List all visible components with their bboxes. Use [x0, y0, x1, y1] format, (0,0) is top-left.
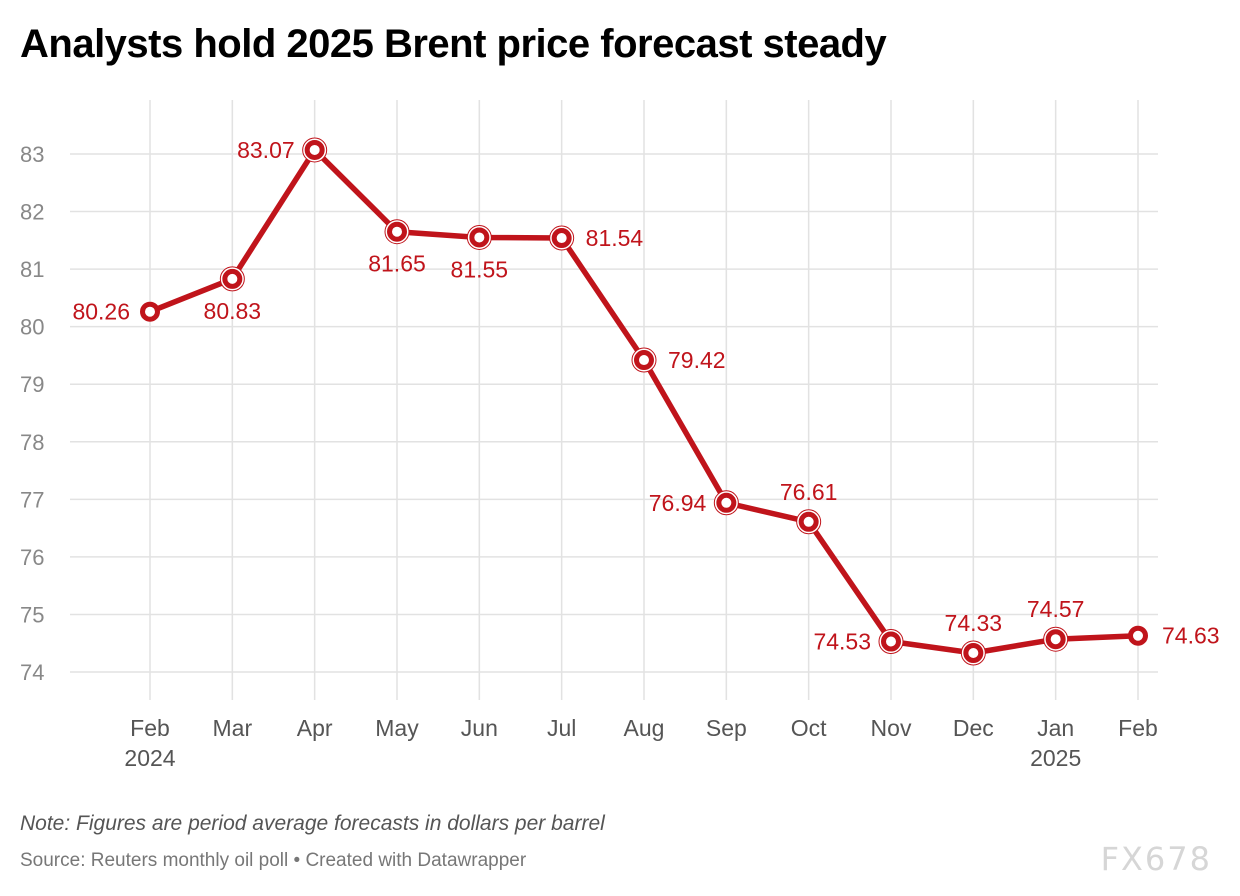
data-point: [384, 219, 410, 245]
x-tick-label: Jun: [461, 715, 498, 741]
data-label: 74.63: [1162, 623, 1220, 649]
data-label: 76.94: [649, 490, 707, 516]
x-tick-label: Feb: [130, 715, 170, 741]
data-point: [878, 628, 904, 654]
data-points: [140, 137, 1148, 666]
data-label: 74.57: [1027, 596, 1085, 622]
y-tick-label: 78: [20, 430, 44, 455]
data-label: 80.26: [72, 299, 130, 325]
y-tick-label: 76: [20, 545, 44, 570]
y-tick-label: 77: [20, 487, 44, 512]
x-axis-tick-labels: Feb 2024 Mar Apr May Jun Jul Aug Sep Oct Nov Dec Jan…: [124, 715, 1157, 771]
x-tick-label: Jul: [547, 715, 576, 741]
data-point: [796, 509, 822, 535]
data-point: [960, 640, 986, 666]
data-point: [713, 490, 739, 516]
chart-note: Note: Figures are period average forecas…: [20, 812, 605, 835]
y-axis-tick-labels: 74 75 76 77 78 79 80 81 82 83: [20, 142, 44, 685]
x-tick-year-label: 2024: [124, 745, 175, 771]
x-tick-label: Oct: [791, 715, 827, 741]
data-point: [1128, 625, 1148, 646]
y-tick-label: 79: [20, 372, 44, 397]
y-gridlines: [70, 153, 1158, 673]
data-point: [631, 347, 657, 373]
x-tick-label: Mar: [213, 715, 253, 741]
data-labels: 80.26 80.83 83.07 81.65 81.55 81.54 79.42 76.94…: [72, 137, 1219, 655]
chart-title: Analysts hold 2025 Brent price forecast …: [20, 22, 887, 66]
y-tick-label: 83: [20, 142, 44, 167]
watermark-logo: FX678: [1100, 840, 1212, 878]
y-tick-label: 80: [20, 315, 44, 340]
data-label: 81.65: [368, 251, 426, 277]
data-point: [140, 301, 160, 322]
y-tick-label: 81: [20, 257, 44, 282]
y-tick-label: 75: [20, 602, 44, 627]
x-tick-label: Nov: [871, 715, 912, 741]
data-label: 80.83: [204, 298, 262, 324]
line-chart: 74 75 76 77 78 79 80 81 82 83 Feb 2024 Mar Apr May Jun…: [20, 100, 1220, 771]
data-label: 74.53: [813, 628, 871, 654]
data-label: 83.07: [237, 137, 295, 163]
data-label: 79.42: [668, 347, 726, 373]
data-label: 81.54: [586, 225, 644, 251]
x-tick-label: Feb: [1118, 715, 1158, 741]
x-tick-label: Sep: [706, 715, 747, 741]
x-gridlines: [149, 100, 1139, 700]
data-point: [302, 137, 328, 163]
x-tick-year-label: 2025: [1030, 745, 1081, 771]
x-tick-label: Apr: [297, 715, 333, 741]
chart-source: Source: Reuters monthly oil poll • Creat…: [20, 850, 527, 871]
data-point: [549, 225, 575, 251]
data-point: [219, 266, 245, 292]
data-label: 81.55: [451, 256, 509, 282]
data-label: 76.61: [780, 479, 838, 505]
y-tick-label: 82: [20, 200, 44, 225]
data-point: [1043, 626, 1069, 652]
data-label: 74.33: [945, 610, 1003, 636]
x-tick-label: Dec: [953, 715, 994, 741]
data-point: [466, 224, 492, 250]
y-tick-label: 74: [20, 660, 44, 685]
x-tick-label: May: [375, 715, 419, 741]
x-tick-label: Jan: [1037, 715, 1074, 741]
x-tick-label: Aug: [624, 715, 665, 741]
